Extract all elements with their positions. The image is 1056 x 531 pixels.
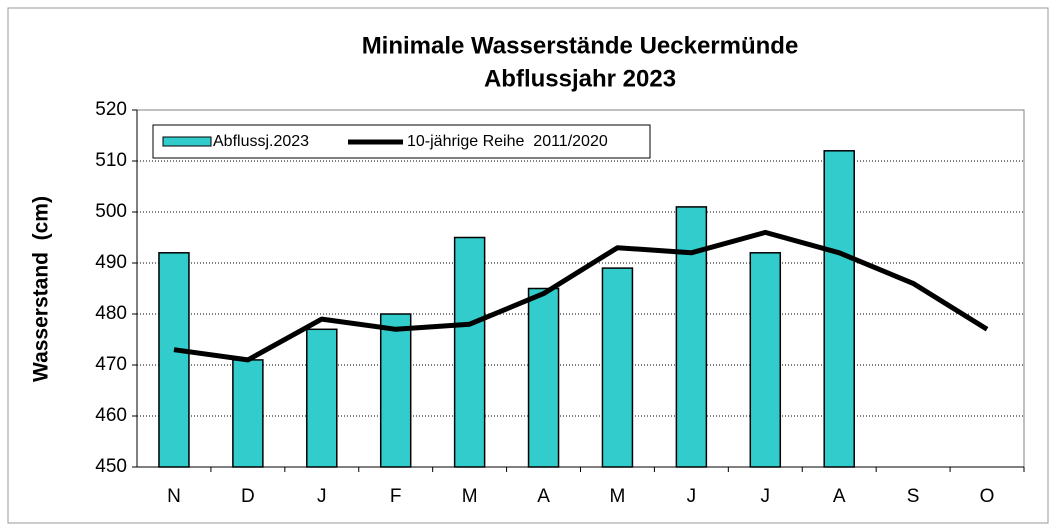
plot-area <box>136 109 1025 468</box>
y-tick-label: 490 <box>95 252 127 273</box>
x-tick-label: J <box>687 486 697 507</box>
bar <box>823 150 855 468</box>
x-tick-label: M <box>610 486 626 507</box>
y-axis-label: Wasserstand (cm) <box>30 196 53 382</box>
bar <box>527 287 560 468</box>
x-tick-label: J <box>317 486 327 507</box>
x-tick-label: F <box>390 486 402 507</box>
x-tick-label: N <box>167 486 181 507</box>
legend-label: Abflussj.2023 <box>213 133 309 150</box>
line <box>173 229 989 363</box>
chart-title: Minimale Wasserstände Ueckermünde <box>362 32 799 59</box>
x-tick-label: J <box>761 486 771 507</box>
x-tick-label: A <box>833 486 846 507</box>
y-tick-label: 500 <box>95 201 127 222</box>
y-tick-label: 460 <box>95 405 127 426</box>
y-tick-label: 450 <box>95 456 127 477</box>
x-tick-label: A <box>537 486 550 507</box>
bar <box>379 313 412 468</box>
x-tick-label: S <box>907 486 920 507</box>
bar <box>158 252 190 468</box>
legend-label: 10-jährige Reihe 2011/2020 <box>407 133 608 150</box>
bar <box>453 236 486 468</box>
x-tick-label: M <box>462 486 478 507</box>
y-tick-label: 510 <box>95 150 127 171</box>
chart-title: Abflussjahr 2023 <box>484 65 676 92</box>
y-tick-label: 520 <box>95 99 127 120</box>
legend-swatch <box>162 136 212 147</box>
bar <box>232 359 264 468</box>
bar <box>306 328 338 468</box>
bar <box>601 267 634 468</box>
y-tick-label: 480 <box>95 303 127 324</box>
x-tick-label: O <box>980 486 995 507</box>
bar <box>749 252 782 468</box>
y-tick-label: 470 <box>95 354 127 375</box>
bar <box>675 206 708 468</box>
x-tick-label: D <box>241 486 255 507</box>
